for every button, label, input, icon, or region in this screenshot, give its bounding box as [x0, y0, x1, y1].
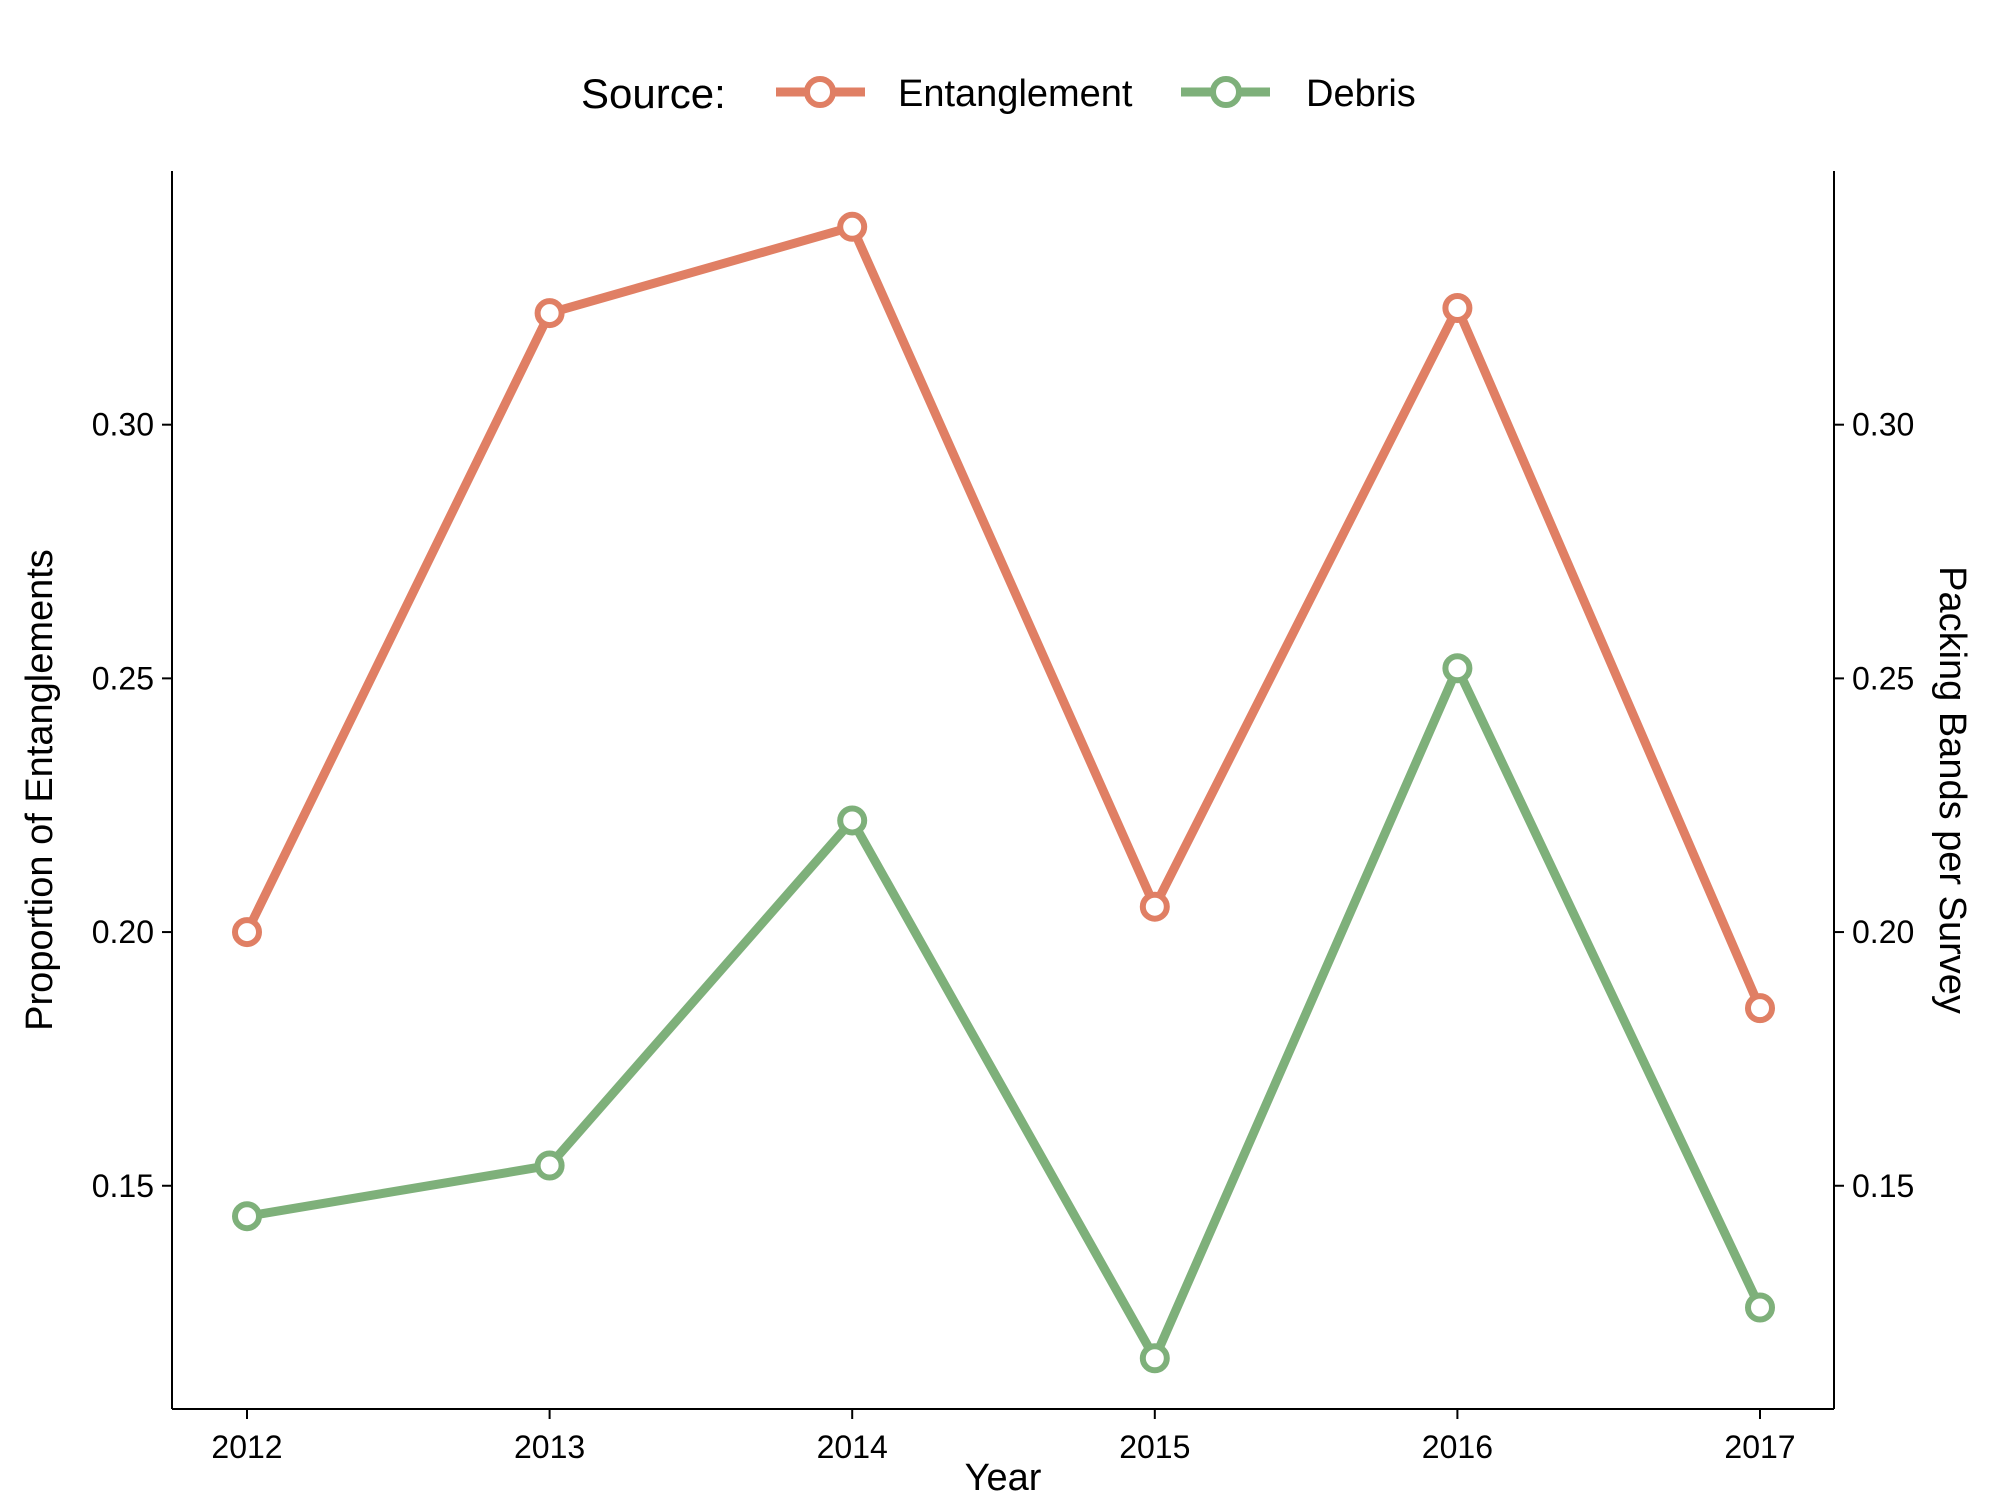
point-debris-2013: [534, 1150, 565, 1181]
x-tick-label-2014: 2014: [817, 1429, 888, 1465]
y-tick-label-0.20: 0.20: [92, 914, 154, 950]
x-tick-label-2013: 2013: [514, 1429, 585, 1465]
y2-tick-label-0.25: 0.25: [1852, 660, 1914, 696]
point-debris-2012: [232, 1201, 262, 1232]
legend-marker-debris: [1210, 76, 1242, 108]
point-entanglement-2015: [1139, 891, 1170, 922]
legend-marker-entanglement: [804, 76, 836, 108]
y-axis-title: Proportion of Entanglements: [19, 549, 61, 1031]
legend-item-debris: Debris: [1181, 73, 1416, 115]
legend-item-entanglement: Entanglement: [776, 73, 1133, 115]
point-debris-2014: [837, 805, 868, 836]
x-tick-label-2012: 2012: [211, 1429, 282, 1465]
series: [232, 211, 1775, 1374]
y-tick-label-0.30: 0.30: [92, 407, 154, 443]
legend: Source: Entanglement Debris: [581, 70, 1416, 117]
point-debris-2016: [1442, 653, 1473, 684]
y-tick-label-0.25: 0.25: [92, 660, 154, 696]
point-entanglement-2014: [837, 211, 868, 242]
series-line-entanglement: [242, 222, 1765, 1013]
y-tick-label-0.15: 0.15: [92, 1168, 154, 1204]
legend-label-debris: Debris: [1306, 73, 1416, 115]
point-entanglement-2012: [232, 917, 262, 948]
point-debris-2017: [1745, 1292, 1775, 1323]
point-entanglement-2013: [534, 298, 565, 329]
point-entanglement-2016: [1442, 292, 1473, 323]
y2-axis-title: Packing Bands per Survey: [1931, 566, 1973, 1014]
legend-label-entanglement: Entanglement: [898, 73, 1133, 115]
point-debris-2015: [1139, 1343, 1170, 1374]
legend-title: Source:: [581, 70, 726, 117]
x-tick-label-2016: 2016: [1422, 1429, 1493, 1465]
x-tick-label-2015: 2015: [1119, 1429, 1190, 1465]
x-axis-title: Year: [965, 1457, 1042, 1497]
series-line-debris: [242, 663, 1765, 1363]
x-tick-label-2017: 2017: [1724, 1429, 1795, 1465]
ticks: 2012 2013 2014 2015 2016 2017 0.15 0.20 0.25 0.30…: [92, 407, 1915, 1465]
y2-tick-label-0.30: 0.30: [1852, 407, 1914, 443]
y2-tick-label-0.20: 0.20: [1852, 914, 1914, 950]
y2-tick-label-0.15: 0.15: [1852, 1168, 1914, 1204]
point-entanglement-2017: [1745, 993, 1775, 1024]
